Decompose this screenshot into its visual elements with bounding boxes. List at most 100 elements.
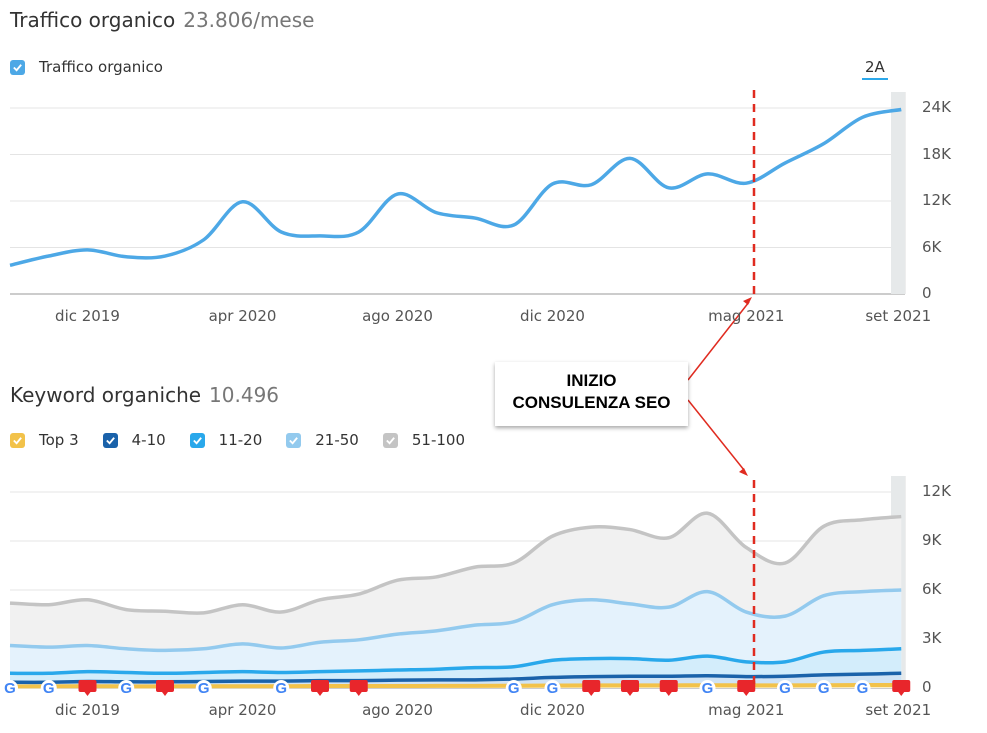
google-bg [505,680,522,696]
note-marker-icon [737,680,756,696]
checkbox-icon[interactable] [382,432,398,448]
y-tick-label: 12K [922,482,951,500]
google-update-icon: G [854,680,871,697]
google-update-icon: G [40,680,57,697]
x-tick-label: mag 2021 [708,701,785,719]
y-tick-label: 6K [922,580,942,598]
google-letter: G [857,680,869,697]
google-letter: G [508,680,520,697]
y-tick-label: 0 [922,678,932,696]
y-tick-label: 3K [922,629,942,647]
legend-51-100[interactable]: 51-100 [382,431,465,449]
google-bg [40,680,57,696]
google-letter: G [547,680,559,697]
note-marker-icon [582,680,601,696]
legend-label: 51-100 [411,431,465,449]
google-bg [854,680,871,696]
line-51-100 [9,511,902,615]
checkbox-icon[interactable] [10,432,25,448]
google-letter: G [198,680,210,697]
google-bg [815,680,832,696]
x-tick-label: mag 2021 [708,307,785,325]
range-2y-button[interactable]: 2A [862,58,888,80]
note-shape [349,680,368,696]
google-update-icon: G [699,680,716,697]
note-shape [311,680,329,696]
keywords-title-text: Keyword organiche [10,383,202,407]
note-shape [156,680,174,696]
google-update-icon: G [815,680,832,697]
google-bg [195,680,212,696]
y-tick-label: 9K [922,531,942,549]
preliminary-data-band [891,92,905,294]
google-letter: G [4,680,16,697]
google-update-icon: G [505,680,522,697]
google-letter: G [779,680,791,697]
note-marker-icon [349,680,368,696]
google-bg [273,680,290,696]
checkbox-icon[interactable] [10,59,25,75]
x-tick-label: dic 2020 [520,307,585,325]
annotation-box: INIZIO CONSULENZA SEO [495,362,688,426]
x-tick-label: apr 2020 [208,701,277,719]
legend-11-20[interactable]: 11-20 [189,431,263,449]
checkbox-icon[interactable] [286,432,302,448]
google-update-icon: G [118,680,135,697]
google-letter: G [818,680,830,697]
google-bg [544,680,561,696]
checkbox-icon[interactable] [102,432,118,448]
note-shape [621,680,639,696]
google-letter: G [120,680,132,697]
traffic-title: Traffico organico 23.806/mese [10,8,314,32]
x-tick-label: dic 2020 [520,701,585,719]
google-letter: G [702,680,714,697]
google-bg [699,680,716,696]
google-bg [777,680,793,696]
annotation-arrow [687,399,745,471]
legend-top3[interactable]: Top 3 [10,431,79,449]
x-tick-label: ago 2020 [362,701,433,719]
note-marker-icon [156,680,174,696]
keywords-value: 10.496 [209,383,280,407]
note-shape [659,680,678,696]
note-shape [737,680,756,696]
note-marker-icon [311,680,329,696]
google-bg [118,680,135,696]
x-tick-label: apr 2020 [208,307,277,325]
traffic-legend: Traffico organico [10,58,187,76]
annotation-line2: CONSULENZA SEO [512,393,671,412]
traffic-title-text: Traffico organico [10,8,176,32]
note-shape [78,680,97,696]
y-tick-label: 24K [922,98,951,116]
x-tick-label: set 2021 [865,307,932,325]
note-marker-icon [659,680,678,696]
checkbox-icon[interactable] [189,432,205,448]
legend-label: Traffico organico [39,58,163,76]
legend-traffic[interactable]: Traffico organico [10,58,163,76]
note-shape [892,680,911,696]
google-bg [2,680,18,696]
legend-21-50[interactable]: 21-50 [286,431,359,449]
legend-label: 11-20 [218,431,263,449]
legend-label: 4-10 [131,431,166,449]
traffic-value: 23.806/mese [183,8,315,32]
google-letter: G [43,680,55,697]
google-update-icon: G [2,680,18,697]
legend-label: 21-50 [315,431,359,449]
line-21-50 [9,588,902,653]
line-top3 [9,682,902,689]
x-tick-label: dic 2019 [55,701,120,719]
note-marker-icon [892,680,911,696]
legend-4-10[interactable]: 4-10 [102,431,166,449]
x-tick-label: ago 2020 [362,307,433,325]
google-update-icon: G [195,680,212,697]
google-update-icon: G [273,680,290,697]
annotation-arrow [687,301,750,381]
y-tick-label: 18K [922,144,951,163]
keywords-title: Keyword organiche 10.496 [10,383,279,407]
google-update-icon: G [544,680,561,697]
y-tick-label: 12K [922,191,951,209]
legend-label: Top 3 [39,431,79,449]
